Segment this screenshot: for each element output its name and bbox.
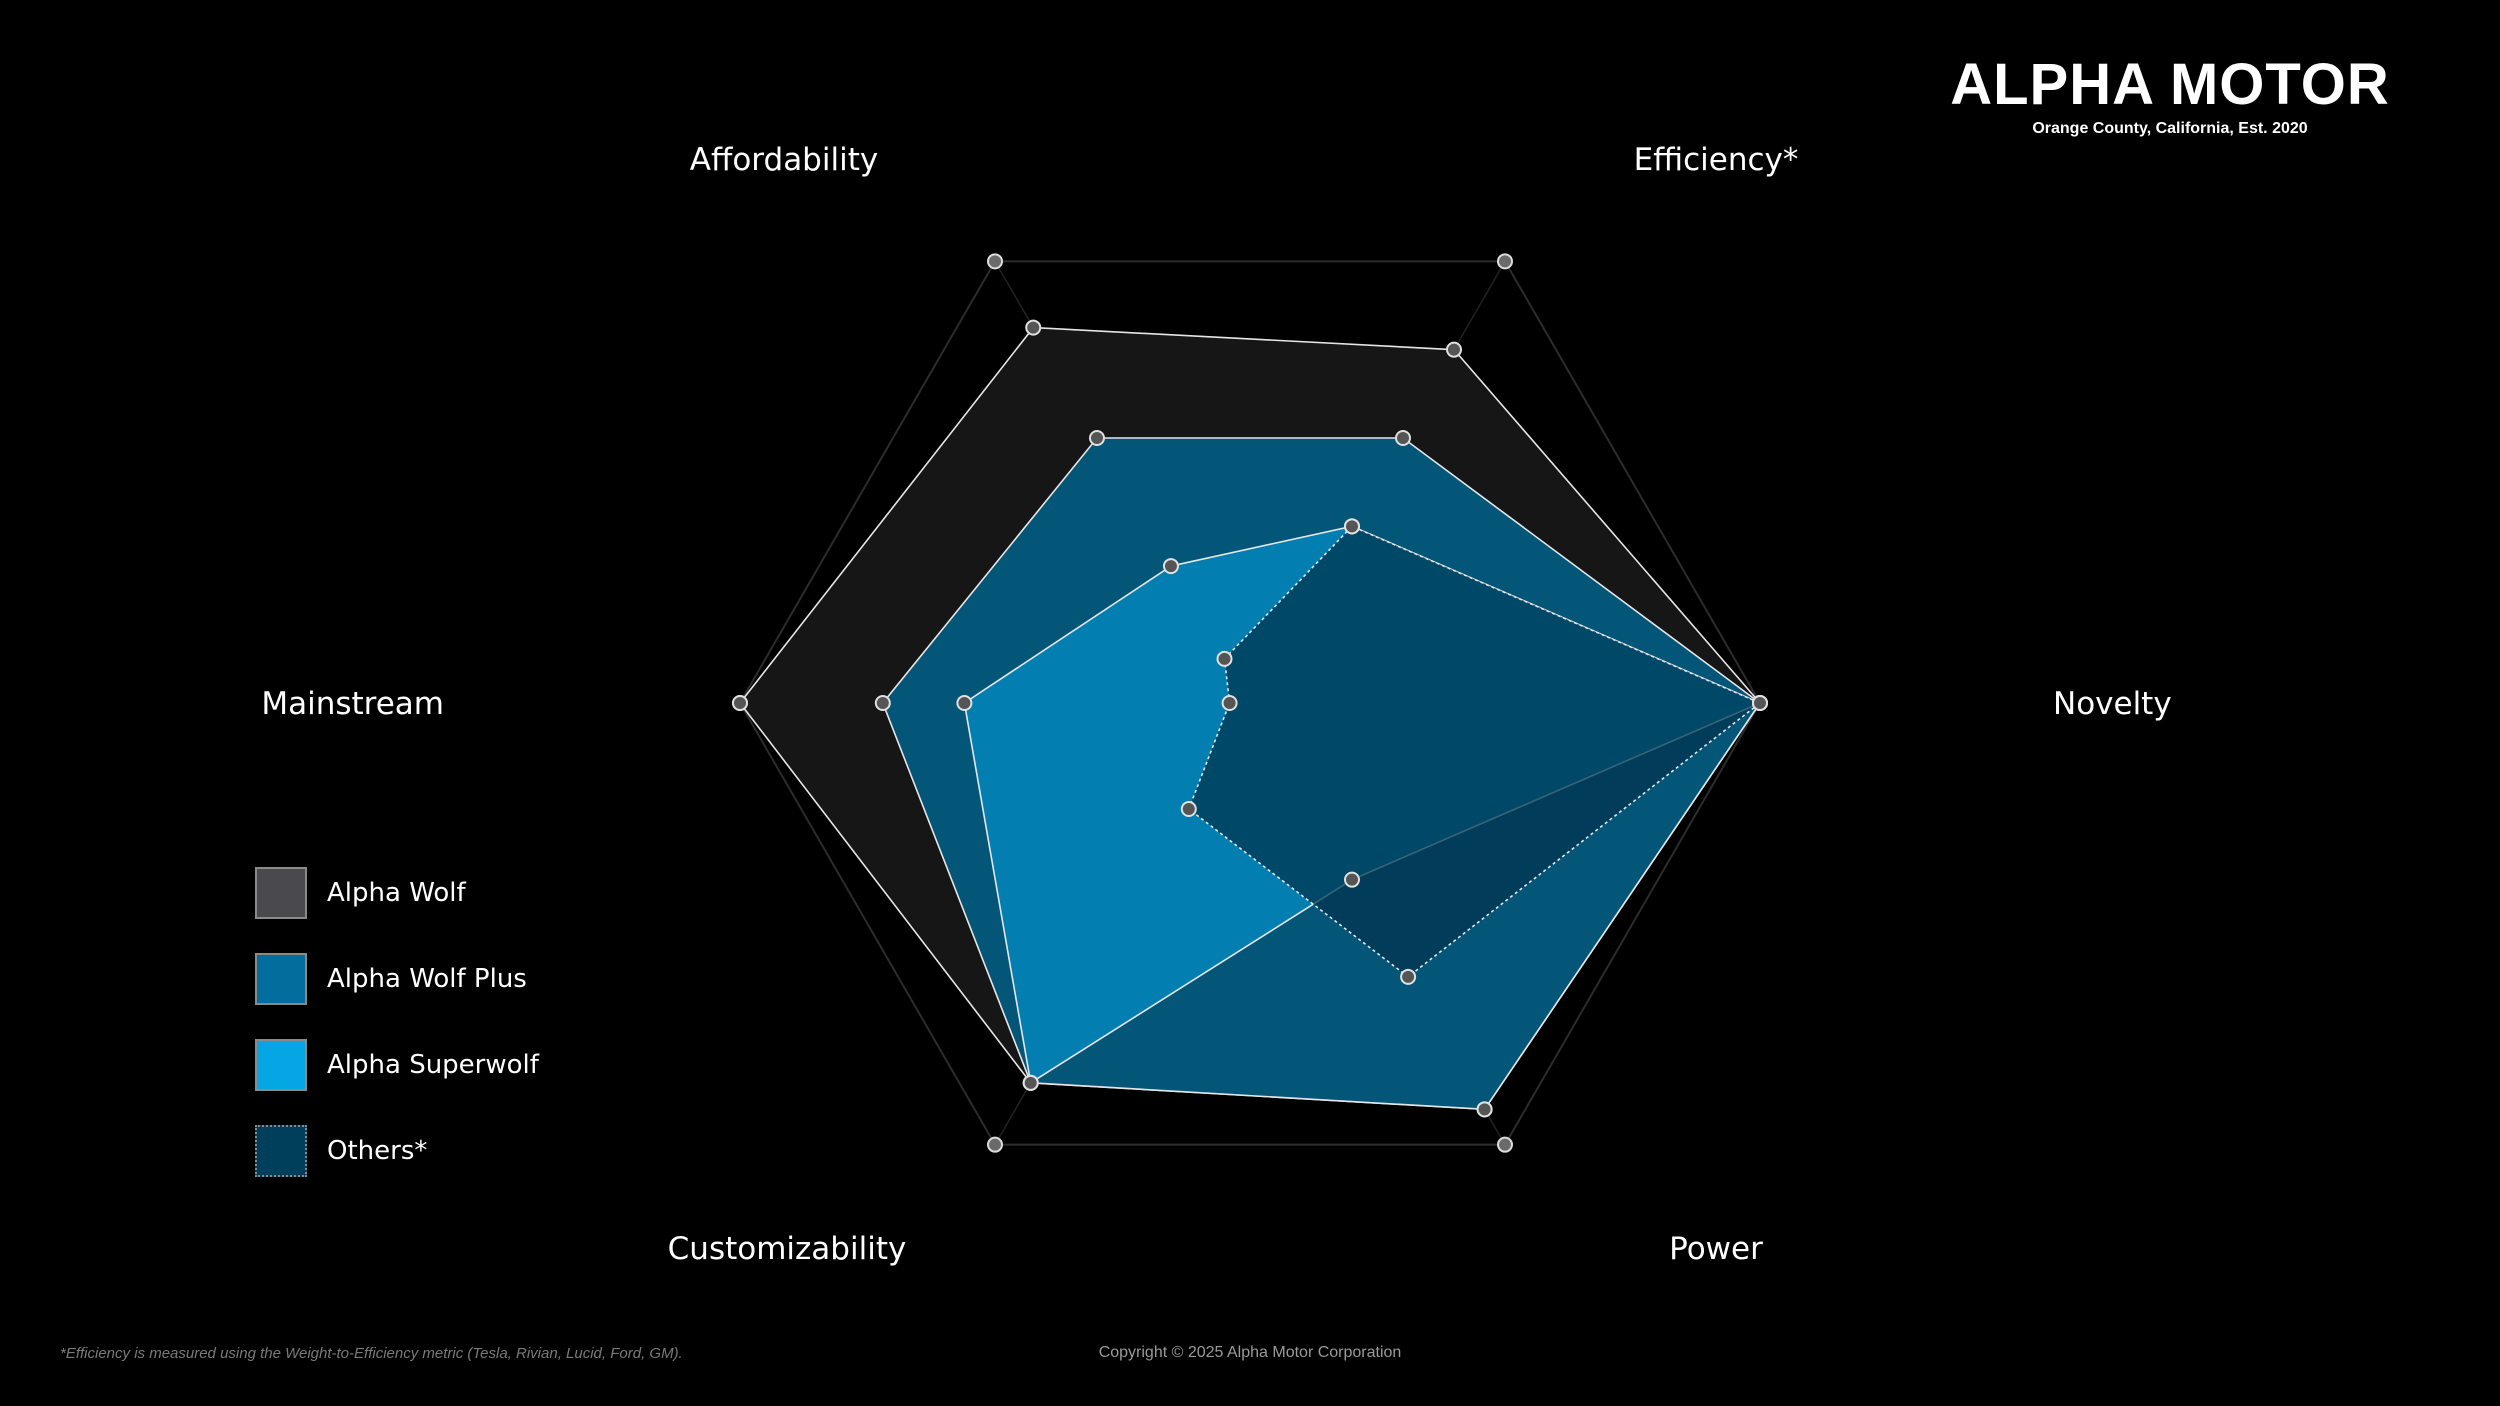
- legend-swatch: [255, 867, 307, 919]
- data-point-others: [1216, 650, 1233, 667]
- data-point-alpha-superwolf: [1022, 1074, 1039, 1091]
- data-point-alpha-superwolf: [1162, 558, 1179, 575]
- legend-label: Alpha Wolf: [327, 878, 466, 908]
- axis-label-mainstream: Mainstream: [261, 686, 444, 722]
- copyright: Copyright © 2025 Alpha Motor Corporation: [1098, 1344, 1402, 1361]
- axis-label-affordability: Affordability: [690, 142, 878, 178]
- chart-legend: Alpha Wolf Alpha Wolf Plus Alpha Superwo…: [255, 866, 539, 1210]
- legend-item-others: Others*: [255, 1124, 539, 1178]
- brand-logo: ALPHA MOTOR Orange County, California, E…: [1900, 52, 2440, 138]
- data-point-others: [1180, 801, 1197, 818]
- legend-label: Alpha Superwolf: [327, 1050, 539, 1080]
- axis-end-point: [1497, 253, 1513, 270]
- radar-series: [738, 326, 1763, 1111]
- data-point-alpha-wolf: [732, 695, 748, 711]
- legend-swatch: [255, 953, 307, 1005]
- data-point-alpha-wolf: [1025, 319, 1042, 336]
- data-point-alpha-superwolf: [1344, 871, 1360, 888]
- legend-item-alpha-wolf-plus: Alpha Wolf Plus: [255, 952, 539, 1006]
- data-point-others: [1344, 518, 1360, 535]
- data-point-others: [1221, 695, 1238, 711]
- data-point-others: [1400, 968, 1417, 985]
- axis-labels: Affordability Efficiency* Novelty Power Cust…: [261, 142, 2171, 1267]
- data-point-alpha-wolf: [1446, 341, 1462, 358]
- axis-end-point: [1497, 1136, 1513, 1153]
- legend-label: Alpha Wolf Plus: [327, 964, 527, 994]
- data-point-others: [1752, 695, 1768, 711]
- axis-label-novelty: Novelty: [2053, 686, 2172, 722]
- brand-tagline: Orange County, California, Est. 2020: [2032, 120, 2308, 137]
- data-point-alpha-wolf-plus: [1476, 1101, 1493, 1118]
- data-point-alpha-superwolf: [956, 695, 973, 711]
- brand-name: ALPHA MOTOR: [1950, 52, 2390, 117]
- radar-points: [732, 253, 1768, 1153]
- axis-end-point: [987, 1136, 1003, 1153]
- data-point-alpha-wolf-plus: [1089, 429, 1105, 446]
- legend-swatch: [255, 1039, 307, 1091]
- axis-label-efficiency: Efficiency*: [1634, 142, 1799, 178]
- axis-end-point: [987, 253, 1003, 270]
- legend-item-alpha-superwolf: Alpha Superwolf: [255, 1038, 539, 1092]
- axis-label-customizability: Customizability: [668, 1231, 907, 1267]
- footnote: *Efficiency is measured using the Weight…: [60, 1345, 683, 1362]
- data-point-alpha-wolf-plus: [1395, 429, 1411, 446]
- data-point-alpha-wolf-plus: [874, 695, 891, 711]
- legend-item-alpha-wolf: Alpha Wolf: [255, 866, 539, 920]
- legend-swatch: [255, 1125, 307, 1177]
- legend-label: Others*: [327, 1136, 428, 1166]
- axis-label-power: Power: [1669, 1231, 1763, 1267]
